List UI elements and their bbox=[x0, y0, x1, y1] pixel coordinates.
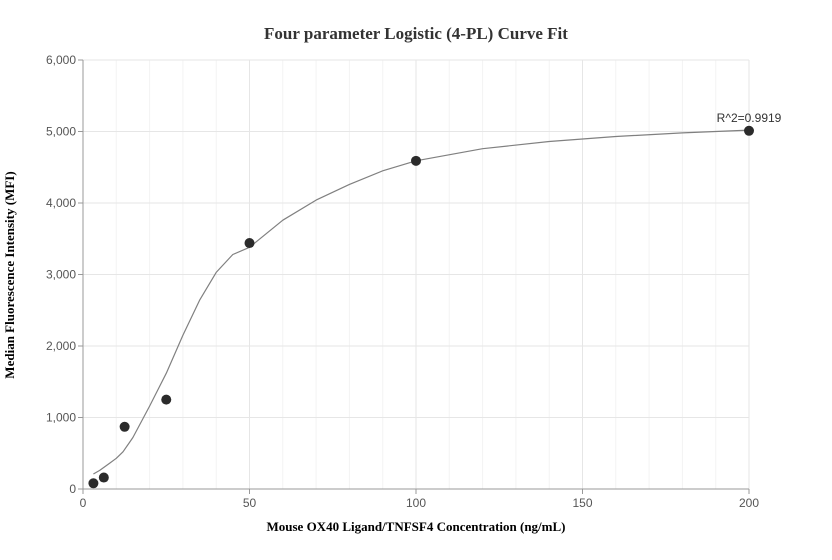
x-tick-label: 100 bbox=[406, 496, 426, 510]
y-tick-label: 0 bbox=[69, 482, 76, 496]
axis-layer: 0 50 100 150 200 0 1,000 2,000 3,000 4,000 5,000 6,… bbox=[46, 53, 759, 510]
y-axis-label: Median Fluorescence Intensity (MFI) bbox=[2, 171, 17, 378]
x-tick-label: 200 bbox=[739, 496, 759, 510]
grid-layer bbox=[82, 59, 750, 490]
point-layer bbox=[88, 125, 754, 489]
y-tick-label: 5,000 bbox=[46, 125, 76, 139]
r-squared-label: R^2=0.9919 bbox=[717, 111, 782, 125]
data-point bbox=[98, 472, 109, 483]
chart-title: Four parameter Logistic (4-PL) Curve Fit bbox=[264, 24, 568, 43]
y-tick-label: 1,000 bbox=[46, 411, 76, 425]
fit-curve bbox=[93, 129, 750, 475]
y-tick-label: 3,000 bbox=[46, 268, 76, 282]
y-tick-label: 2,000 bbox=[46, 339, 76, 353]
data-point bbox=[161, 394, 172, 405]
data-point bbox=[88, 478, 99, 489]
x-tick-label: 0 bbox=[80, 496, 87, 510]
data-point bbox=[411, 155, 421, 166]
annotation-layer: R^2=0.9919 bbox=[717, 111, 782, 125]
data-point bbox=[744, 125, 754, 136]
data-point bbox=[119, 421, 130, 432]
x-tick-label: 150 bbox=[572, 496, 592, 510]
x-tick-label: 50 bbox=[243, 496, 257, 510]
x-axis-label: Mouse OX40 Ligand/TNFSF4 Concentration (… bbox=[266, 519, 565, 534]
data-point bbox=[244, 238, 255, 249]
curve-layer bbox=[93, 129, 750, 475]
y-tick-label: 6,000 bbox=[46, 53, 76, 67]
y-tick-label: 4,000 bbox=[46, 196, 76, 210]
